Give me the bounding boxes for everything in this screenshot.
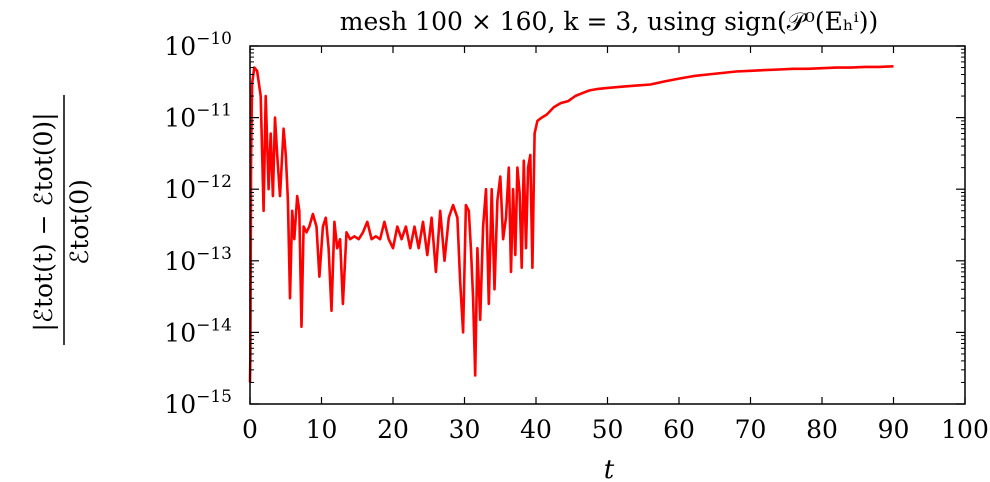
x-tick-label-8: 80 bbox=[806, 415, 838, 444]
y-tick-label-1: 10−14 bbox=[164, 315, 232, 347]
y-tick-label-5: 10−10 bbox=[164, 29, 232, 61]
y-tick-label-0: 10−15 bbox=[164, 387, 232, 419]
x-tick-label-1: 10 bbox=[306, 415, 338, 444]
plot-area: 0 10 20 30 40 50 60 70 80 90 100 10−15 10−14 10−13 10−… bbox=[164, 29, 989, 444]
x-tick-label-3: 30 bbox=[449, 415, 481, 444]
x-tick-label-6: 60 bbox=[663, 415, 695, 444]
x-tick-label-5: 50 bbox=[592, 415, 624, 444]
x-tick-label-7: 70 bbox=[735, 415, 767, 444]
x-tick-label-9: 90 bbox=[878, 415, 910, 444]
y-axis-label: |ℰtot(t) − ℰtot(0)| ℰtot(0) bbox=[29, 95, 94, 345]
y-tick-label-2: 10−13 bbox=[164, 244, 232, 276]
y-axis-label-numerator: |ℰtot(t) − ℰtot(0)| bbox=[29, 112, 59, 331]
x-tick-label-0: 0 bbox=[242, 415, 258, 444]
y-tick-label-4: 10−11 bbox=[164, 101, 232, 133]
series-line-0 bbox=[248, 65, 894, 383]
y-tick-label-3: 10−12 bbox=[164, 172, 232, 204]
axes-frame bbox=[249, 45, 966, 405]
y-axis-label-denominator: ℰtot(0) bbox=[65, 179, 94, 265]
x-tick-label-2: 20 bbox=[377, 415, 409, 444]
chart-title: mesh 100 × 160, k = 3, using sign(𝒫⁰(Eₕⁱ… bbox=[340, 7, 878, 36]
x-tick-label-4: 40 bbox=[520, 415, 552, 444]
x-tick-label-10: 100 bbox=[941, 415, 989, 444]
x-axis-label: t bbox=[604, 455, 615, 482]
